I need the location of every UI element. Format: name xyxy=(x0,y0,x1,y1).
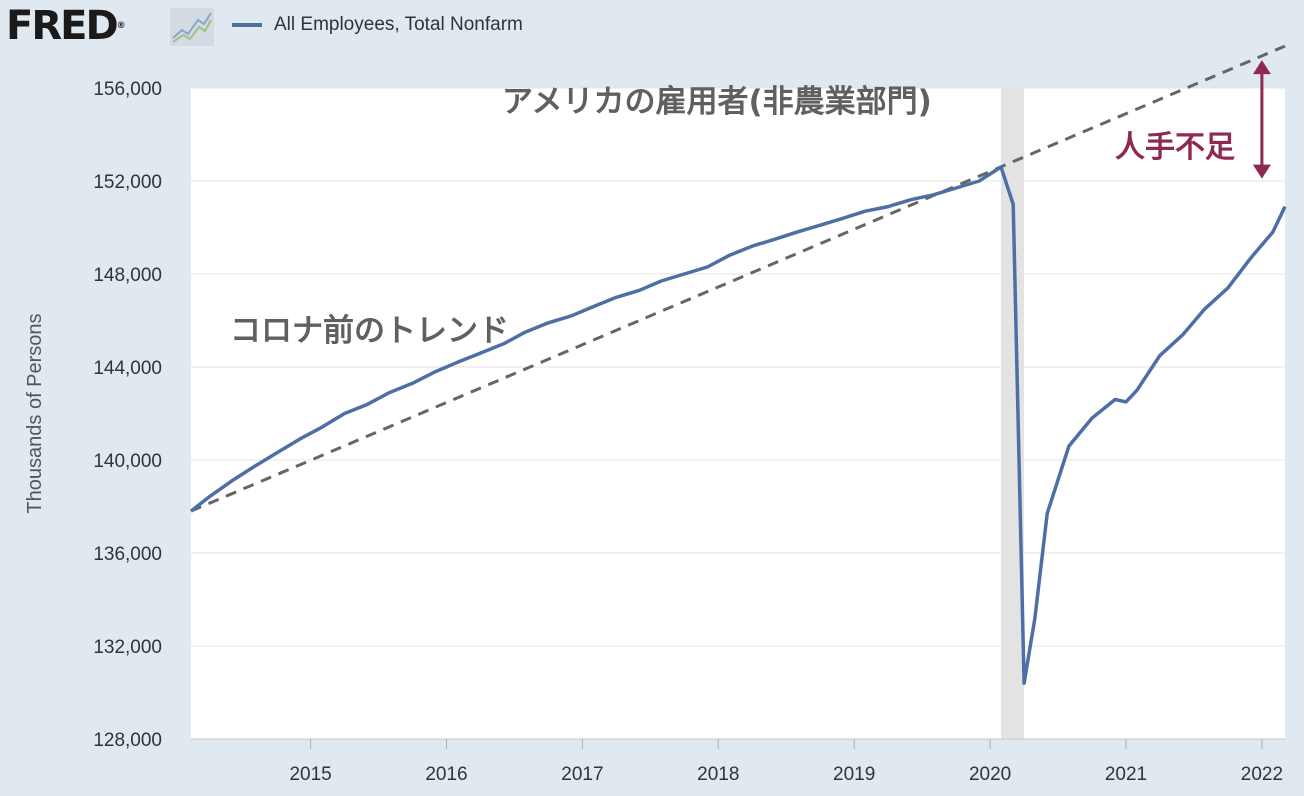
shortage-arrow xyxy=(1252,60,1271,179)
x-tick-label: 2021 xyxy=(1105,764,1147,785)
legend-series-label[interactable]: All Employees, Total Nonfarm xyxy=(274,14,523,35)
recession-shading-group xyxy=(1000,88,1025,739)
recession-band xyxy=(1000,88,1025,739)
employment-line xyxy=(189,165,1287,685)
x-tick-label: 2016 xyxy=(425,764,467,785)
annotations: アメリカの雇用者(非農業部門) コロナ前のトレンド 人手不足 xyxy=(230,84,1235,349)
x-axis-ticks: 2015 2016 2017 2018 2019 2020 2021 2022 xyxy=(289,739,1283,785)
chart-title-annotation: アメリカの雇用者(非農業部門) xyxy=(502,84,932,120)
x-tick-label: 2015 xyxy=(289,764,331,785)
trend-annotation: コロナ前のトレンド xyxy=(230,313,509,349)
registered-mark: ® xyxy=(116,21,126,31)
x-tick-label: 2020 xyxy=(969,764,1011,785)
y-tick-label: 144,000 xyxy=(93,358,162,379)
y-tick-label: 148,000 xyxy=(93,265,162,286)
y-tick-label: 156,000 xyxy=(93,79,162,100)
x-tick-label: 2018 xyxy=(697,764,739,785)
x-tick-label: 2022 xyxy=(1241,764,1283,785)
y-tick-label: 128,000 xyxy=(93,730,162,751)
x-tick-label: 2017 xyxy=(561,764,603,785)
y-axis-label: Thousands of Persons xyxy=(24,313,46,513)
labor-shortage-annotation: 人手不足 xyxy=(1115,130,1235,165)
plot-area xyxy=(191,88,1285,739)
legend-series-swatch xyxy=(232,23,262,27)
line-chart-icon xyxy=(170,8,214,46)
y-tick-label: 132,000 xyxy=(93,637,162,658)
y-tick-label: 136,000 xyxy=(93,544,162,565)
x-tick-label: 2019 xyxy=(833,764,875,785)
y-axis-ticks: 128,000 132,000 136,000 140,000 144,000 148,0… xyxy=(93,79,162,751)
fred-logo-text: FRED xyxy=(6,3,119,49)
arrow-head-up xyxy=(1252,60,1271,75)
y-tick-label: 140,000 xyxy=(93,451,162,472)
series-group xyxy=(189,44,1287,685)
chart-header: FRED® All Employees, Total Nonfarm xyxy=(0,0,1304,52)
arrow-head-down xyxy=(1252,164,1271,179)
trend-line xyxy=(190,44,1286,513)
gridlines xyxy=(191,87,1285,740)
y-tick-label: 152,000 xyxy=(93,172,162,193)
fred-logo[interactable]: FRED® xyxy=(6,4,126,48)
